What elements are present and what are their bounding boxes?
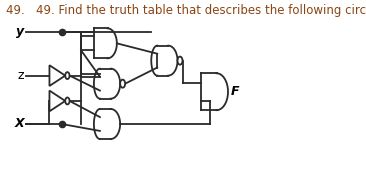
Text: y: y [16,25,25,38]
Text: X: X [15,118,25,130]
Circle shape [65,72,70,79]
Text: F: F [231,85,239,98]
Text: z: z [18,69,25,82]
Text: 49.   49. Find the truth table that describes the following circuit:: 49. 49. Find the truth table that descri… [7,4,366,17]
Circle shape [120,80,125,88]
Circle shape [65,98,70,104]
Circle shape [178,57,183,65]
